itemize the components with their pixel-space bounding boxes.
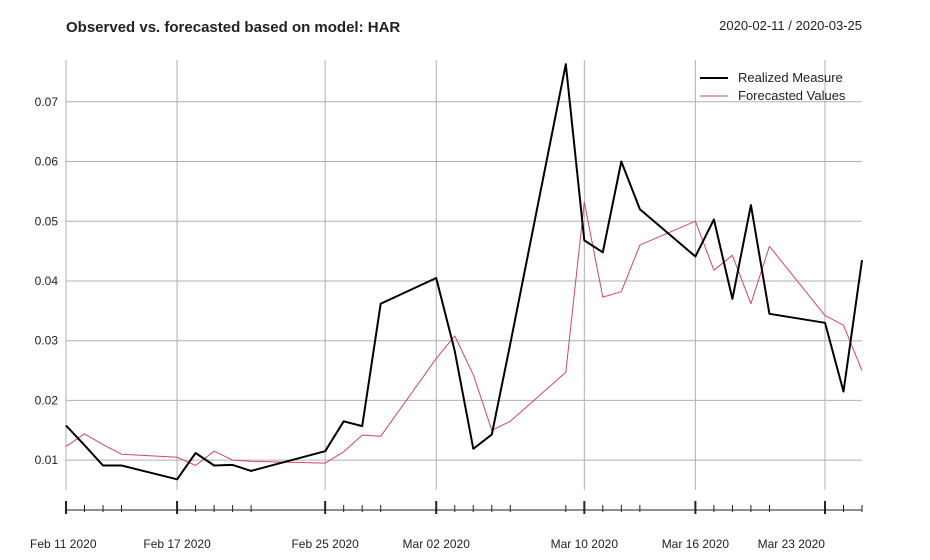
x-tick-label: Feb 17 2020 — [143, 537, 211, 551]
y-axis-ticks: 0.01 0.02 0.03 0.04 0.05 0.06 0.07 — [35, 95, 59, 467]
grid — [65, 60, 862, 490]
y-tick-label: 0.05 — [35, 214, 59, 228]
legend: Realized Measure Forecasted Values — [700, 70, 846, 103]
x-tick-label: Mar 16 2020 — [662, 537, 730, 551]
y-tick-label: 0.01 — [35, 453, 59, 467]
y-tick-label: 0.04 — [35, 274, 59, 288]
legend-label-forecast: Forecasted Values — [738, 88, 846, 103]
x-tick-label: Mar 10 2020 — [551, 537, 619, 551]
x-tick-label: Mar 02 2020 — [403, 537, 471, 551]
y-tick-label: 0.02 — [35, 393, 59, 407]
chart-title: Observed vs. forecasted based on model: … — [66, 19, 400, 36]
date-range-label: 2020-02-11 / 2020-03-25 — [719, 18, 862, 33]
x-tick-label: Mar 23 2020 — [758, 537, 826, 551]
series-lines — [65, 63, 863, 481]
series-line-forecast — [65, 201, 863, 466]
legend-label-realized: Realized Measure — [738, 70, 843, 85]
x-tick-label: Feb 25 2020 — [291, 537, 359, 551]
x-axis: Feb 11 2020 Feb 17 2020 Feb 25 2020 Mar 02 … — [30, 501, 863, 551]
y-tick-label: 0.06 — [35, 155, 59, 169]
series-line-realized — [65, 63, 863, 481]
y-tick-label: 0.03 — [35, 334, 59, 348]
x-tick-label: Feb 11 2020 — [30, 537, 97, 551]
y-tick-label: 0.07 — [35, 95, 59, 109]
